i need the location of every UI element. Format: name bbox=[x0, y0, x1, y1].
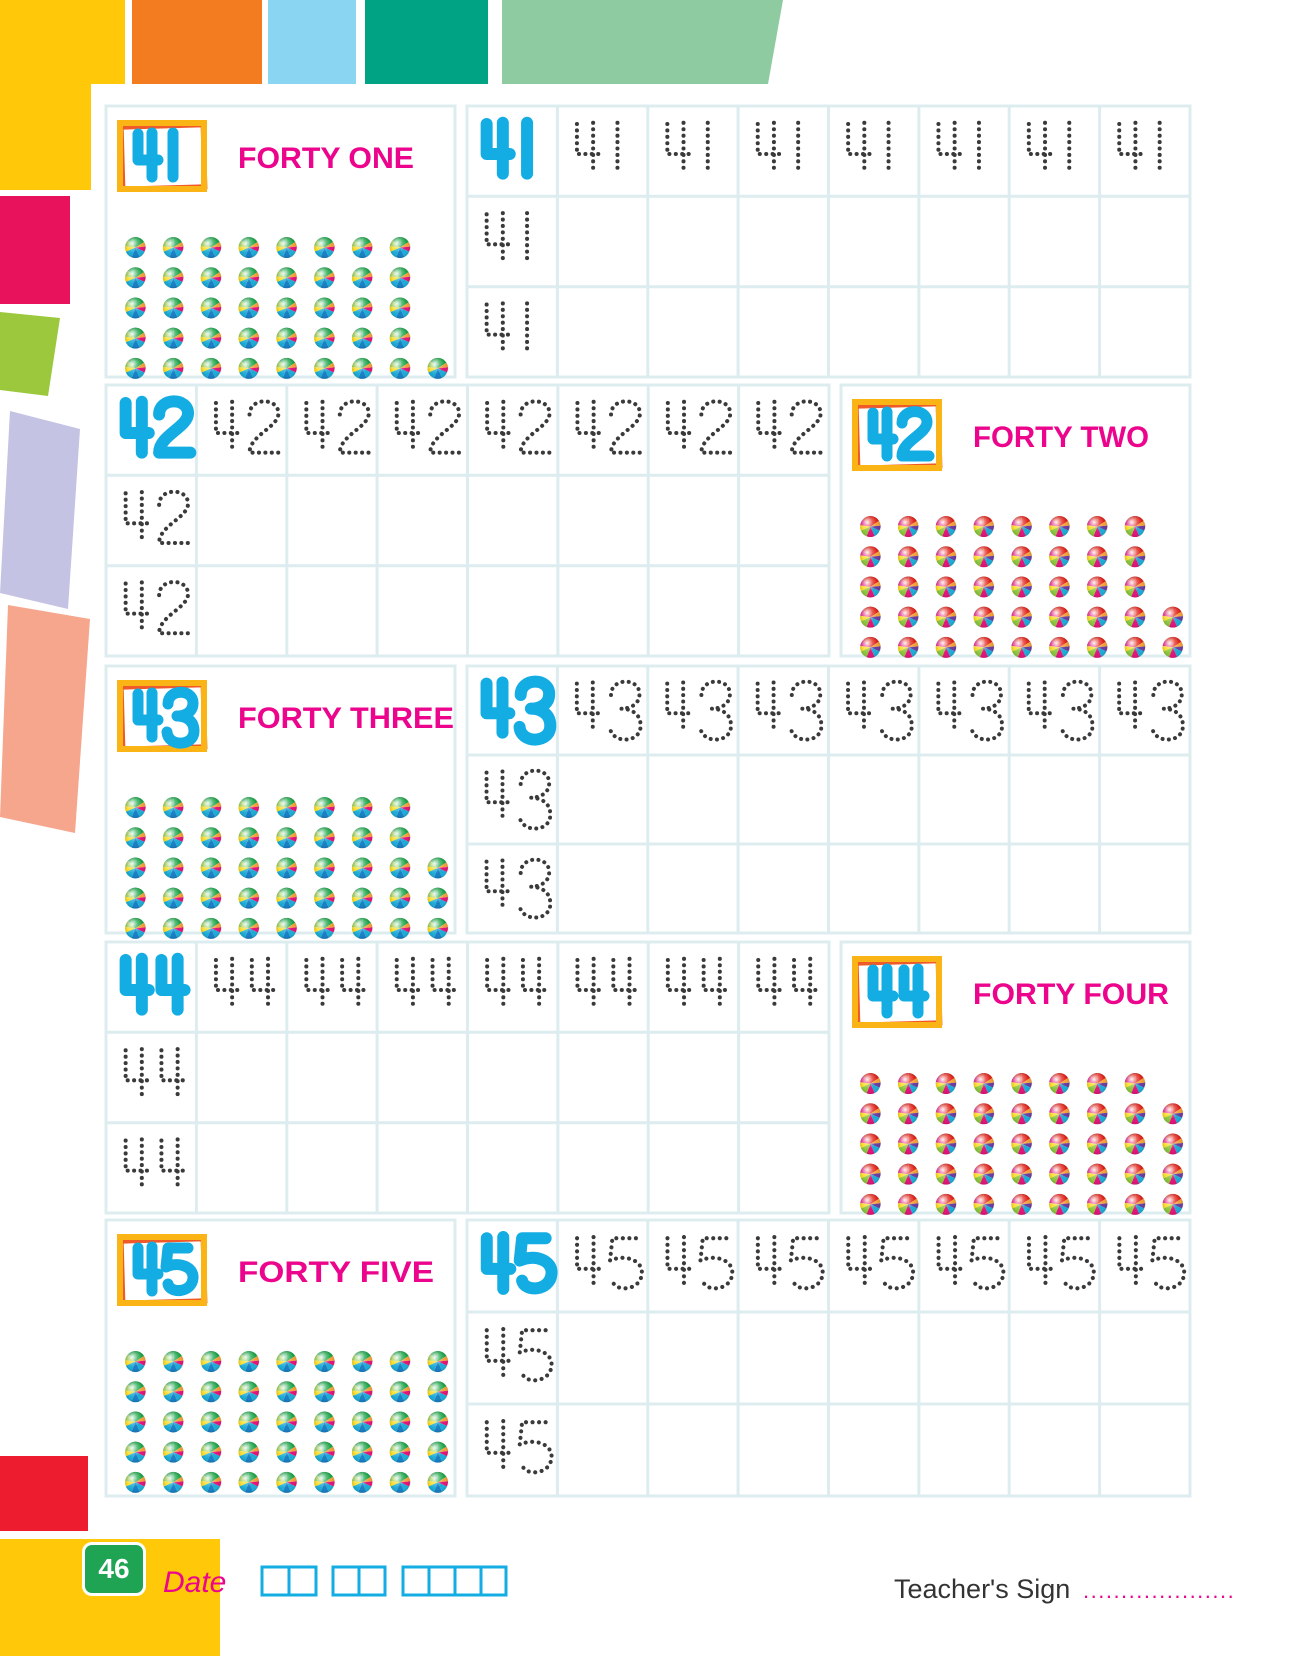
svg-text:FORTY ONE: FORTY ONE bbox=[238, 142, 414, 175]
svg-text:FORTY TWO: FORTY TWO bbox=[973, 421, 1149, 454]
svg-text:FORTY THREE: FORTY THREE bbox=[238, 702, 454, 735]
svg-text:FORTY FIVE: FORTY FIVE bbox=[238, 1256, 434, 1289]
svg-text:FORTY FOUR: FORTY FOUR bbox=[973, 978, 1169, 1011]
